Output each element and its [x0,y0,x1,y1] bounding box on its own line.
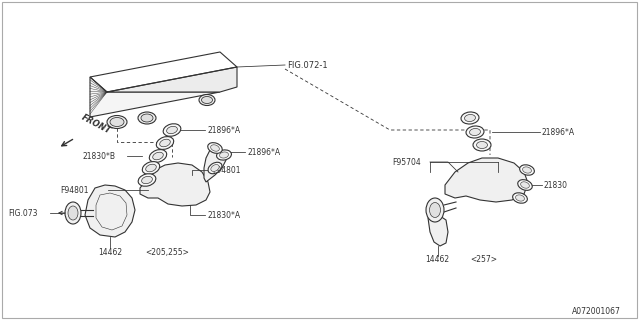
Ellipse shape [199,94,215,106]
Text: 21896*A: 21896*A [207,125,240,134]
Ellipse shape [68,206,78,220]
Ellipse shape [160,139,170,147]
Ellipse shape [461,112,479,124]
Text: 14462: 14462 [425,255,449,265]
Ellipse shape [163,124,181,136]
Ellipse shape [142,162,160,174]
Ellipse shape [466,126,484,138]
Text: F94801: F94801 [60,186,88,195]
Text: F94801: F94801 [212,165,241,174]
Ellipse shape [211,164,219,172]
Text: 21896*A: 21896*A [542,127,575,137]
Ellipse shape [220,152,228,158]
Ellipse shape [156,137,173,149]
Text: 21830: 21830 [544,180,568,189]
Polygon shape [85,185,135,237]
Ellipse shape [138,174,156,186]
Text: FRONT: FRONT [80,113,113,136]
Ellipse shape [107,116,127,129]
Text: FIG.073: FIG.073 [8,209,38,218]
Ellipse shape [473,139,491,151]
Ellipse shape [477,141,488,148]
Text: FIG.072-1: FIG.072-1 [287,60,328,69]
Ellipse shape [516,195,524,201]
Polygon shape [428,215,448,246]
Polygon shape [204,148,226,182]
Ellipse shape [216,150,232,160]
Ellipse shape [141,176,152,184]
Text: 21896*A: 21896*A [247,148,280,156]
Polygon shape [107,67,237,92]
Ellipse shape [141,114,153,122]
Ellipse shape [429,203,440,218]
Text: 21830*B: 21830*B [82,151,115,161]
Ellipse shape [520,165,534,175]
Ellipse shape [138,112,156,124]
Ellipse shape [521,182,529,188]
Ellipse shape [426,198,444,222]
Text: <205,255>: <205,255> [145,247,189,257]
Polygon shape [90,77,220,117]
Ellipse shape [513,193,527,203]
Ellipse shape [465,115,476,122]
Ellipse shape [166,126,177,134]
Ellipse shape [208,162,222,174]
Ellipse shape [202,97,212,103]
Ellipse shape [470,129,481,135]
Ellipse shape [149,149,166,163]
Ellipse shape [110,117,124,126]
Text: F95704: F95704 [392,157,420,166]
Ellipse shape [208,143,222,153]
Polygon shape [140,163,210,206]
Ellipse shape [146,164,156,172]
Text: A072001067: A072001067 [572,307,621,316]
Ellipse shape [523,167,531,173]
Text: 14462: 14462 [98,247,122,257]
Ellipse shape [65,202,81,224]
Ellipse shape [211,145,220,151]
Ellipse shape [153,152,163,160]
Text: <257>: <257> [470,255,497,265]
Polygon shape [445,158,528,202]
Text: 21830*A: 21830*A [207,211,240,220]
Ellipse shape [518,180,532,190]
